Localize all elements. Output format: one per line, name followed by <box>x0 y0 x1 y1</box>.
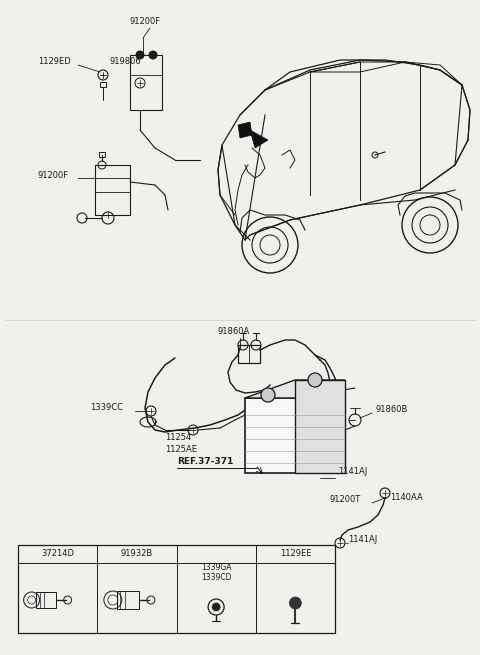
Bar <box>99 152 105 157</box>
Text: 91860A: 91860A <box>218 328 250 337</box>
Text: 37214D: 37214D <box>41 550 74 559</box>
Text: 91200T: 91200T <box>330 495 361 504</box>
Text: 919806: 919806 <box>110 58 142 67</box>
Bar <box>238 345 260 363</box>
Text: 1339GA: 1339GA <box>201 563 231 572</box>
Text: 91200F: 91200F <box>38 170 69 179</box>
Polygon shape <box>250 130 268 148</box>
Polygon shape <box>295 380 345 473</box>
Text: 1125AE: 1125AE <box>165 445 197 455</box>
Text: 1140AA: 1140AA <box>390 493 423 502</box>
Bar <box>18 545 335 633</box>
Text: 1141AJ: 1141AJ <box>348 536 377 544</box>
Text: 91860B: 91860B <box>375 405 408 415</box>
Text: 1339CD: 1339CD <box>201 574 231 582</box>
Text: 1129EE: 1129EE <box>280 550 311 559</box>
Circle shape <box>261 388 275 402</box>
Text: 1129ED: 1129ED <box>38 58 71 67</box>
Text: 1141AJ: 1141AJ <box>338 468 367 476</box>
Circle shape <box>136 51 144 59</box>
Text: 91932B: 91932B <box>121 550 153 559</box>
Bar <box>36 592 56 608</box>
Text: 91200F: 91200F <box>130 18 161 26</box>
Bar <box>95 165 130 215</box>
Bar <box>130 55 162 110</box>
Bar <box>117 591 139 609</box>
Circle shape <box>308 373 322 387</box>
Bar <box>100 82 106 87</box>
Circle shape <box>289 597 301 609</box>
Text: 1339CC: 1339CC <box>90 403 123 413</box>
Polygon shape <box>245 380 345 398</box>
Text: 11254: 11254 <box>165 434 191 443</box>
Circle shape <box>149 51 157 59</box>
Circle shape <box>212 603 220 611</box>
Text: REF.37-371: REF.37-371 <box>177 457 233 466</box>
Bar <box>245 398 345 473</box>
Polygon shape <box>238 122 252 138</box>
